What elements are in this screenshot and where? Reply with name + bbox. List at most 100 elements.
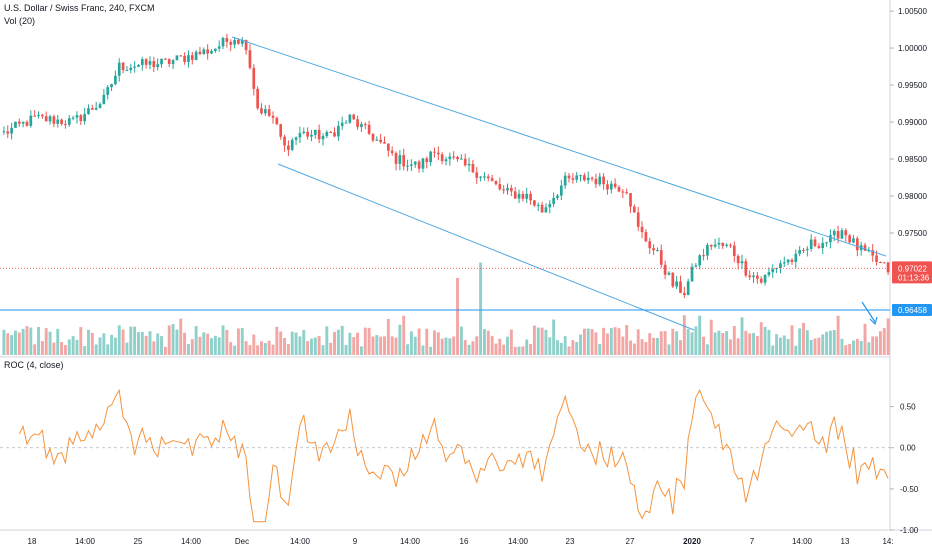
volume-bar: [363, 327, 367, 355]
roc-tick-label: 0.00: [900, 444, 916, 453]
candle-body: [190, 55, 194, 60]
volume-bar: [790, 325, 794, 355]
volume-bar: [525, 339, 529, 355]
volume-bar: [713, 332, 717, 355]
volume-bar: [832, 330, 836, 355]
volume-bar: [121, 329, 125, 355]
volume-bar: [686, 329, 690, 355]
volume-bar: [475, 336, 479, 355]
candle-body: [732, 245, 736, 257]
candle-body: [267, 109, 271, 116]
time-tick-label: 25: [134, 537, 143, 546]
volume-bar: [113, 337, 117, 355]
volume-bar: [329, 342, 333, 355]
candle-body: [233, 39, 236, 45]
candle-body: [698, 255, 702, 266]
candle-body: [313, 129, 317, 135]
candle-body: [156, 64, 160, 68]
candle-body: [594, 178, 598, 185]
volume-bar: [463, 340, 467, 355]
candle-body: [310, 134, 313, 137]
candle-body: [702, 255, 705, 257]
volume-bar: [859, 340, 863, 355]
candle-body: [848, 235, 851, 243]
volume-bar: [60, 342, 64, 355]
price-axis[interactable]: 1.00500 1.00000 0.99500 0.99000 0.98500 0.980…: [890, 7, 932, 535]
volume-bar: [536, 327, 540, 355]
candle-body: [667, 272, 671, 275]
candle-body: [248, 50, 252, 68]
candle-body: [567, 175, 571, 179]
time-axis[interactable]: 18 14:00 25 14:00 Dec 14:00 9 14:00 16 14:00 23 27 2…: [28, 537, 894, 546]
candle-body: [394, 153, 398, 164]
candle-body: [90, 108, 94, 110]
volume-bar: [813, 338, 817, 355]
volume-bar: [782, 335, 786, 355]
candle-body: [521, 193, 525, 199]
volume-bar: [509, 329, 513, 355]
candle-body: [413, 161, 417, 165]
candle-body: [609, 183, 613, 190]
volume-bar: [102, 333, 106, 355]
volume-bar: [875, 336, 879, 355]
candle-body: [871, 250, 875, 256]
volume-legend[interactable]: Vol (20): [4, 16, 36, 26]
symbol-legend[interactable]: U.S. Dollar / Swiss Franc, 240, FXCM: [4, 3, 155, 13]
volume-bar: [609, 328, 613, 355]
candle-body: [736, 256, 740, 264]
volume-bar: [748, 333, 752, 355]
candle-body: [41, 114, 44, 117]
candle-body: [60, 119, 63, 125]
volume-bar: [763, 326, 767, 355]
volume-bar: [798, 328, 802, 355]
volume-bar: [52, 342, 56, 355]
volume-bar: [167, 325, 171, 355]
candle-body: [817, 246, 821, 248]
price-tick-label: 1.00500: [898, 7, 927, 16]
volume-bar: [755, 336, 759, 355]
candle-body: [37, 114, 40, 116]
candle-body: [102, 94, 106, 105]
volume-bar: [267, 340, 271, 355]
time-tick-label: 16: [460, 537, 469, 546]
volume-bar: [148, 331, 152, 355]
volume-bar: [636, 329, 640, 355]
candle-body: [325, 132, 329, 137]
volume-bar: [129, 326, 133, 355]
candle-body: [375, 139, 379, 141]
roc-legend[interactable]: ROC (4, close): [4, 360, 64, 370]
volume-bar: [540, 327, 544, 355]
volume-bar: [217, 337, 221, 355]
candle-body: [586, 177, 590, 181]
candle-body: [536, 204, 540, 206]
level-price-label: 0.96458: [898, 306, 927, 315]
candle-body: [298, 132, 302, 138]
volume-bar: [479, 262, 483, 355]
volume-bar: [767, 329, 771, 355]
candle-body: [682, 292, 686, 296]
candle-body: [302, 131, 306, 133]
volume-bar: [294, 332, 298, 355]
volume-bar: [286, 344, 290, 355]
volume-bar: [87, 329, 90, 355]
candle-body: [506, 187, 509, 191]
volume-bar: [275, 326, 279, 355]
roc-tick-label: 0.50: [900, 403, 916, 412]
candle-body: [337, 125, 340, 137]
countdown-label: 01:13:36: [898, 273, 930, 282]
time-tick-label: 14:00: [792, 537, 813, 546]
candle-body: [636, 212, 640, 227]
candle-body: [625, 192, 629, 194]
volume-bar: [160, 336, 163, 355]
volume-bar: [682, 315, 686, 355]
candle-body: [110, 84, 113, 88]
candle-body: [463, 158, 467, 166]
candle-body: [829, 235, 832, 243]
volume-bar: [433, 330, 436, 355]
candle-body: [371, 133, 375, 141]
time-tick-label: 14:00: [400, 537, 421, 546]
volume-bar: [529, 344, 533, 355]
chart-grid: [0, 0, 932, 531]
candle-body: [825, 242, 828, 244]
volume-bar: [655, 337, 659, 355]
